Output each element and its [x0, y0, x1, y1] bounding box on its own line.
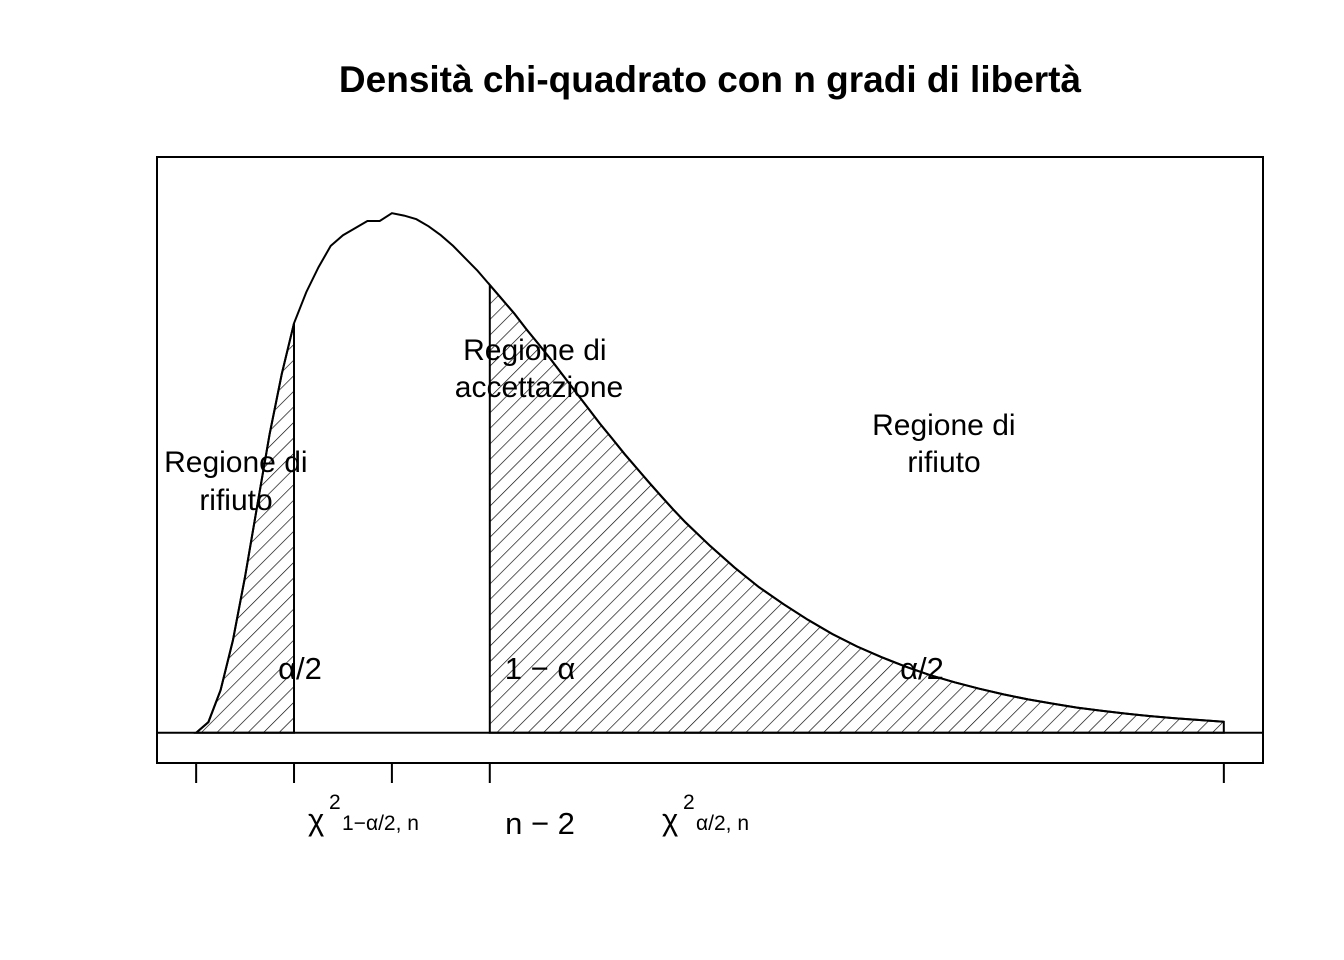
right-region-label: Regione di rifiuto — [872, 409, 1024, 479]
tick-label-chi2-upper-sub: α/2, n — [696, 812, 749, 835]
tick-label-n-minus-2: n − 2 — [505, 806, 575, 841]
density-curve — [195, 212, 1224, 734]
plot-frame — [156, 156, 1264, 764]
center-region-line-1: Regione di — [463, 334, 606, 367]
left-region-line-2: rifiuto — [199, 484, 272, 517]
chart-title: Densità chi-quadrato con n gradi di libe… — [339, 59, 1082, 100]
left-region-label: Regione di rifiuto — [164, 446, 316, 517]
right-area-label: α/2 — [900, 651, 944, 686]
tick-label-chi2-lower-sup: 2 — [329, 791, 341, 814]
right-region-line-2: rifiuto — [907, 446, 980, 479]
left-area-label: α/2 — [278, 651, 322, 686]
center-region-line-2: accettazione — [455, 371, 623, 404]
tick-label-chi2-lower: χ 2 1−α/2, n — [308, 781, 419, 837]
right-region-line-1: Regione di — [872, 409, 1015, 442]
tick-label-chi2-lower-sub: 1−α/2, n — [342, 812, 419, 835]
center-area-label: 1 − α — [505, 651, 576, 686]
tick-label-chi2-upper-base: χ — [662, 802, 678, 837]
tick-label-chi2-upper: χ 2 α/2, n — [662, 781, 749, 837]
tick-label-chi2-lower-base: χ — [308, 802, 324, 837]
center-region-label: Regione di accettazione — [455, 334, 623, 404]
tick-label-chi2-upper-sup: 2 — [683, 791, 695, 814]
left-region-line-1: Regione di — [164, 446, 307, 479]
x-axis-ticks — [195, 763, 1225, 783]
